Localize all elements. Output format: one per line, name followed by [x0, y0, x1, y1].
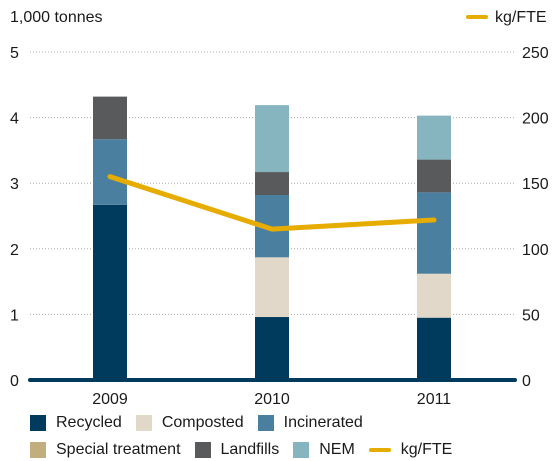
- legend-swatch: [194, 442, 211, 458]
- kg-fte-polyline: [107, 174, 437, 232]
- bar-nem-2011: [417, 115, 451, 160]
- right-axis-tick-labels: 0 50 100 150 200 250: [522, 45, 549, 390]
- bar-incinerated-2009: [93, 139, 127, 205]
- right-axis-legend: kg/FTE: [466, 9, 547, 26]
- right-tick-label: 250: [522, 45, 549, 62]
- legend-item-incinerated: Incinerated: [257, 414, 363, 432]
- left-axis-tick-labels: 0 1 2 3 4 5: [10, 45, 19, 390]
- left-tick-label: 5: [10, 45, 19, 62]
- legend-row-1: Recycled Composted Incinerated: [30, 414, 377, 432]
- x-tick-label: 2011: [417, 391, 452, 408]
- legend-label: Landfills: [220, 441, 280, 458]
- left-tick-label: 4: [10, 111, 19, 128]
- legend-item-kg-fte: kg/FTE: [368, 441, 453, 459]
- right-tick-label: 200: [522, 111, 549, 128]
- legend-label: kg/FTE: [400, 441, 453, 458]
- bar-stacks: [93, 96, 451, 380]
- legend-label: Recycled: [56, 414, 122, 431]
- bar-recycled-2009: [93, 204, 127, 380]
- legend-item-nem: NEM: [293, 441, 355, 459]
- bar-landfills-2009: [93, 96, 127, 140]
- legend-swatch: [257, 415, 274, 431]
- x-axis-tick-labels: 2009 2010 2011: [92, 391, 451, 408]
- left-tick-label: 1: [10, 307, 19, 324]
- legend-label: Composted: [161, 414, 244, 431]
- legend-swatch: [30, 442, 46, 458]
- bar-landfills-2010: [255, 172, 289, 196]
- legend-item-composted: Composted: [135, 414, 244, 432]
- legend-swatch: [293, 442, 310, 458]
- legend-label: Special treatment: [56, 441, 181, 458]
- legend-swatch: [135, 415, 152, 431]
- legend-item-landfills: Landfills: [194, 441, 280, 459]
- chart-area: 0 1 2 3 4 5 0 50 100 150 200 250 2009 2010 2011 1,00…: [10, 9, 549, 408]
- x-tick-label: 2009: [92, 391, 128, 408]
- left-tick-label: 0: [10, 373, 19, 390]
- legend-label: NEM: [319, 441, 355, 458]
- legend-swatch: [368, 448, 391, 452]
- right-tick-label: 150: [522, 176, 549, 193]
- kg-fte-line: [107, 174, 437, 232]
- right-tick-label: 100: [522, 242, 549, 259]
- bar-recycled-2011: [417, 317, 451, 380]
- bar-composted-2010: [255, 257, 289, 318]
- legend-item-special-treatment: Special treatment: [30, 441, 181, 459]
- bar-nem-2010: [255, 105, 289, 173]
- legend-item-recycled: Recycled: [30, 414, 122, 432]
- bar-landfills-2011: [417, 159, 451, 193]
- left-tick-label: 2: [10, 242, 19, 259]
- bar-incinerated-2011: [417, 192, 451, 274]
- bar-recycled-2010: [255, 317, 289, 380]
- left-tick-label: 3: [10, 176, 19, 193]
- right-axis-label: kg/FTE: [495, 9, 547, 26]
- left-axis-label: 1,000 tonnes: [10, 9, 103, 26]
- bar-composted-2011: [417, 273, 451, 318]
- kg-fte-line-swatch: [466, 15, 488, 19]
- right-tick-label: 0: [522, 373, 531, 390]
- legend-swatch: [30, 415, 46, 431]
- legend-label: Incinerated: [283, 414, 363, 431]
- legend-row-2: Special treatment Landfills NEM kg/FTE: [30, 441, 466, 459]
- right-tick-label: 50: [522, 307, 540, 324]
- x-tick-label: 2010: [254, 391, 290, 408]
